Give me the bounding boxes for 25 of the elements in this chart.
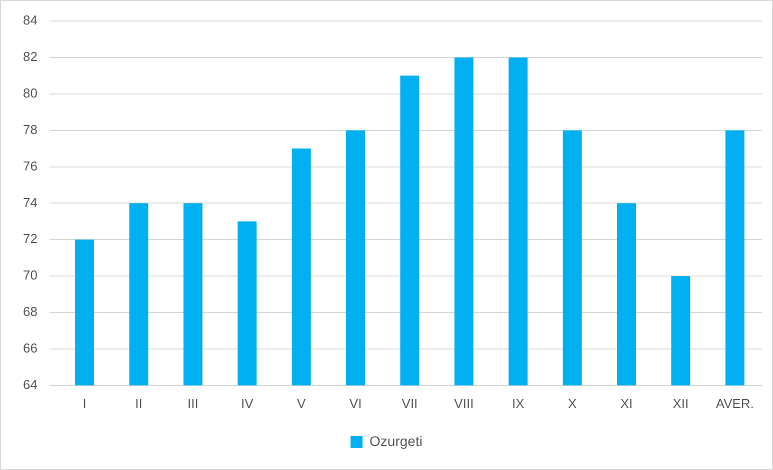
y-tick-label: 80 [22,85,38,100]
x-tick-label: XII [672,396,689,411]
y-tick-label: 84 [22,12,38,28]
x-tick-label: III [188,396,198,411]
y-tick-label: 72 [22,231,38,246]
x-tick-label: VI [349,396,362,411]
y-tick-label: 70 [22,268,38,283]
x-tick-label: IV [240,396,254,411]
x-tick-label: V [297,396,306,411]
y-tick-label: 82 [22,49,38,64]
x-tick-label: VIII [454,396,474,411]
y-tick-label: 66 [22,340,38,356]
x-tick-label: XI [620,396,633,411]
x-tick-label: VII [402,396,418,411]
x-tick-label: II [135,396,142,411]
y-tick-label: 64 [22,376,38,392]
x-tick-label: AVER. [716,396,754,411]
y-tick-label: 74 [22,194,38,210]
x-tick-label: IX [512,396,525,411]
legend-label: Ozurgeti [370,432,422,449]
x-tick-label: I [82,396,86,411]
y-tick-label: 78 [22,122,38,137]
y-tick-label: 76 [22,158,38,174]
y-tick-label: 68 [22,304,38,320]
x-tick-label: X [568,396,577,411]
